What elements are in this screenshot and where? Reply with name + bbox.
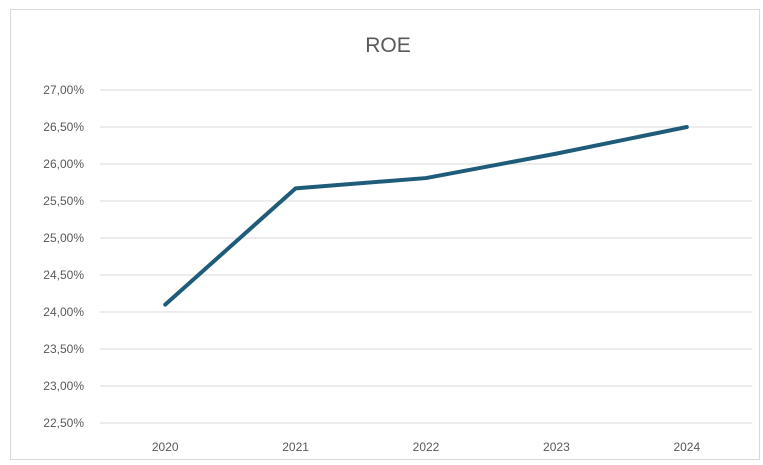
y-axis-ticks: 22,50% 23,00% 23,50% 24,00% 24,50% 25,00% 25,5… [43,83,84,430]
series-group [163,125,689,307]
chart-frame [10,9,760,460]
y-tick-label: 24,00% [43,305,84,319]
y-tick-label: 22,50% [43,416,84,430]
series-line [163,125,689,307]
y-tick-label: 25,00% [43,231,84,245]
x-tick-label: 2022 [413,440,440,454]
y-tick-label: 23,50% [43,342,84,356]
gridlines [100,89,752,424]
x-tick-label: 2024 [673,440,700,454]
y-tick-label: 27,00% [43,83,84,97]
y-tick-label: 26,00% [43,157,84,171]
x-tick-label: 2023 [543,440,570,454]
y-tick-label: 26,50% [43,120,84,134]
y-tick-label: 25,50% [43,194,84,208]
chart-title: ROE [365,34,411,57]
x-tick-label: 2021 [282,440,309,454]
y-tick-label: 23,00% [43,379,84,393]
x-tick-label: 2020 [152,440,179,454]
x-axis-ticks: 2020 2021 2022 2023 2024 [152,440,701,454]
y-tick-label: 24,50% [43,268,84,282]
